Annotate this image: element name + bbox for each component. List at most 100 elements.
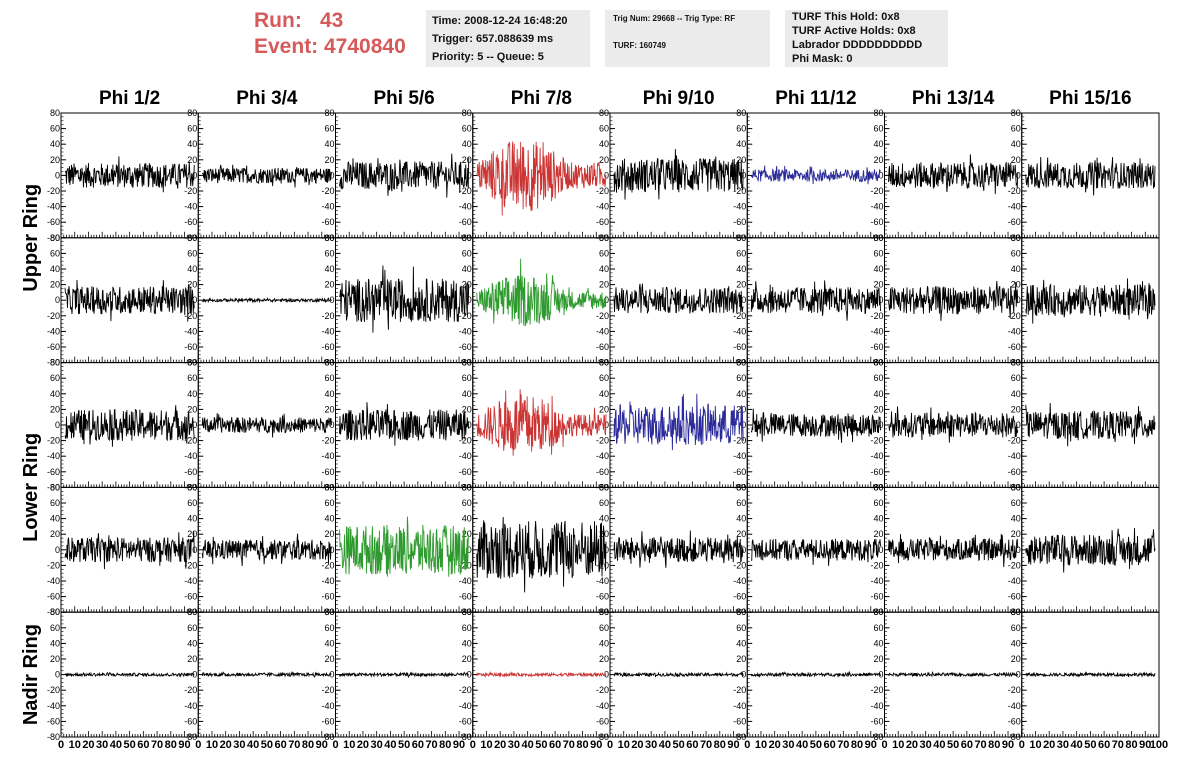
y-tick-label: 0 (329, 545, 334, 555)
y-tick-label: -60 (184, 342, 197, 352)
y-tick-label: 0 (55, 670, 60, 680)
y-tick-label: 40 (1011, 389, 1021, 399)
y-tick-label: 20 (50, 280, 60, 290)
y-tick-label: -40 (184, 576, 197, 586)
y-tick-label: 80 (324, 233, 334, 243)
y-tick-label: 60 (1011, 498, 1021, 508)
waveform-line (613, 671, 744, 678)
y-tick-label: 80 (462, 607, 472, 617)
y-tick-label: 0 (55, 545, 60, 555)
y-tick-label: -20 (596, 311, 609, 321)
y-tick-label: 80 (599, 358, 609, 368)
y-tick-label: 60 (873, 623, 883, 633)
y-tick-label: -40 (321, 326, 334, 336)
y-tick-label: 80 (462, 233, 472, 243)
x-tick-label: 0 (607, 739, 613, 751)
y-tick-label: 80 (187, 108, 197, 118)
x-tick-label: 90 (727, 739, 739, 751)
x-tick-label: 50 (947, 739, 959, 751)
x-tick-label: 20 (82, 739, 94, 751)
y-tick-label: 60 (873, 248, 883, 258)
time-info-box: Time: 2008-12-24 16:48:20 Trigger: 657.0… (426, 10, 590, 67)
y-tick-label: -60 (184, 217, 197, 227)
y-tick-label: 40 (462, 638, 472, 648)
y-tick-label: 20 (1011, 155, 1021, 165)
y-tick-label: -40 (596, 202, 609, 212)
y-tick-label: 0 (1016, 170, 1021, 180)
y-tick-label: -40 (1008, 202, 1021, 212)
y-tick-label: 80 (324, 108, 334, 118)
y-tick-label: -40 (733, 701, 746, 711)
waveform-line (888, 281, 1019, 321)
y-tick-label: 60 (462, 373, 472, 383)
y-tick-label: 40 (187, 638, 197, 648)
y-tick-label: -80 (184, 732, 197, 742)
y-tick-label: 20 (187, 155, 197, 165)
y-tick-label: 40 (1011, 638, 1021, 648)
y-tick-label: -20 (47, 186, 60, 196)
x-tick-label: 50 (1084, 739, 1096, 751)
y-tick-label: 40 (50, 389, 60, 399)
x-tick-label: 20 (631, 739, 643, 751)
waveform-line (64, 279, 195, 322)
y-tick-label: 80 (187, 233, 197, 243)
y-tick-label: 0 (878, 420, 883, 430)
y-tick-label: -60 (870, 592, 883, 602)
waveform-line (613, 530, 744, 568)
waveform-line (750, 408, 881, 443)
y-tick-label: 20 (187, 280, 197, 290)
x-tick-label: 40 (522, 739, 534, 751)
x-tick-label: 80 (988, 739, 1000, 751)
x-tick-label: 90 (865, 739, 877, 751)
waveform-line (476, 389, 607, 456)
y-tick-label: 60 (187, 623, 197, 633)
y-tick-label: -20 (321, 685, 334, 695)
time-line: Time: 2008-12-24 16:48:20 (432, 15, 568, 27)
y-tick-label: -60 (733, 716, 746, 726)
y-tick-label: 40 (599, 638, 609, 648)
trigger-line: Trigger: 657.088639 ms (432, 33, 554, 45)
y-tick-label: 40 (50, 514, 60, 524)
y-tick-label: -60 (459, 342, 472, 352)
x-tick-label: 100 (1150, 739, 1168, 751)
x-tick-label: 40 (796, 739, 808, 751)
ring-title: Nadir Ring (20, 624, 42, 725)
y-tick-label: -40 (870, 326, 883, 336)
y-tick-label: 20 (324, 280, 334, 290)
x-tick-label: 10 (1029, 739, 1041, 751)
column-title: Phi 11/12 (775, 88, 856, 109)
y-tick-label: 20 (1011, 404, 1021, 414)
y-tick-label: 0 (55, 170, 60, 180)
y-tick-label: 0 (55, 420, 60, 430)
y-tick-label: -80 (733, 732, 746, 742)
y-tick-label: -40 (459, 451, 472, 461)
x-tick-label: 50 (398, 739, 410, 751)
y-tick-label: 40 (1011, 514, 1021, 524)
y-tick-label: -20 (459, 685, 472, 695)
phi-mask-line: Phi Mask: 0 (792, 53, 853, 65)
y-tick-label: -20 (1008, 311, 1021, 321)
y-tick-label: 40 (873, 514, 883, 524)
y-tick-label: 0 (741, 420, 746, 430)
column-title: Phi 9/10 (643, 88, 715, 109)
y-tick-label: -20 (459, 436, 472, 446)
x-tick-label: 0 (332, 739, 338, 751)
x-tick-label: 60 (274, 739, 286, 751)
y-tick-label: 80 (462, 358, 472, 368)
y-tick-label: 60 (599, 498, 609, 508)
y-tick-label: 60 (462, 623, 472, 633)
y-tick-label: -60 (733, 467, 746, 477)
y-tick-label: 60 (324, 623, 334, 633)
y-tick-label: -20 (459, 311, 472, 321)
x-tick-label: 90 (1139, 739, 1151, 751)
x-tick-label: 30 (96, 739, 108, 751)
x-tick-label: 30 (233, 739, 245, 751)
trig-num-line: Trig Num: 29668 -- Trig Type: RF (613, 14, 736, 23)
x-tick-label: 80 (302, 739, 314, 751)
y-tick-label: 40 (187, 514, 197, 524)
column-title: Phi 3/4 (236, 88, 298, 109)
x-tick-label: 0 (744, 739, 750, 751)
y-tick-label: 80 (187, 358, 197, 368)
y-tick-label: 40 (462, 264, 472, 274)
x-tick-label: 0 (470, 739, 476, 751)
